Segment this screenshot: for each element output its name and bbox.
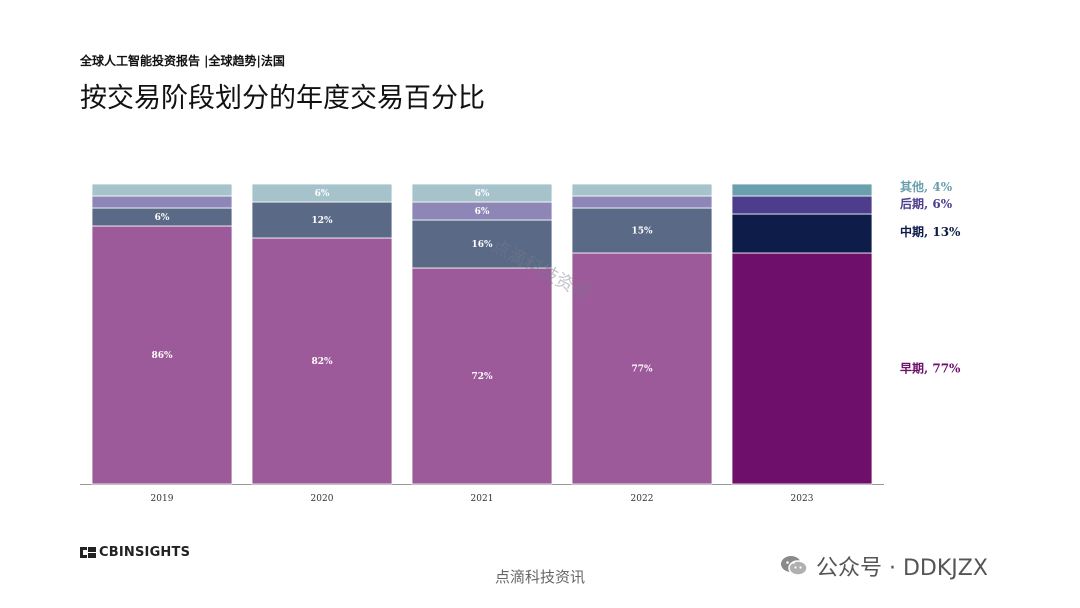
report-subtitle: 全球人工智能投资报告 |全球趋势|法国 — [80, 54, 285, 68]
data-label-2021-early: 72% — [471, 372, 493, 382]
cb-logo-icon — [80, 547, 96, 558]
bar-2020-other — [251, 183, 393, 203]
bar-2023-early — [731, 252, 873, 485]
data-label-2021-late: 6% — [475, 207, 490, 217]
wechat-account: 公众号 · DDKJZX — [780, 550, 988, 582]
bar-2019-other — [91, 183, 233, 197]
bar-2020-mid — [251, 201, 393, 239]
bar-2023-other — [731, 183, 873, 197]
data-label-2020-early: 82% — [311, 357, 333, 367]
data-label-2022-mid: 15% — [631, 227, 653, 237]
bar-2019-early — [91, 225, 233, 485]
brand-name: CBINSIGHTS — [99, 545, 191, 560]
bar-2020-early — [251, 237, 393, 485]
bar-2021-mid — [411, 219, 553, 269]
bar-2021-other — [411, 183, 553, 203]
bar-2023-late — [731, 195, 873, 215]
x-tick-2021: 2021 — [471, 494, 494, 504]
legend-late: 后期, 6% — [900, 196, 953, 211]
legend-other: 其他, 4% — [900, 179, 953, 194]
bar-2019-late — [91, 195, 233, 209]
data-label-2020-mid: 12% — [311, 216, 333, 226]
data-label-2019-early: 86% — [151, 351, 173, 361]
data-label-2021-other: 6% — [475, 189, 490, 199]
wechat-icon — [780, 554, 808, 578]
bottom-watermark: 点滴科技资讯 — [494, 568, 585, 586]
bar-2021-early — [411, 267, 553, 485]
x-tick-2022: 2022 — [631, 494, 654, 504]
data-label-2022-early: 77% — [631, 365, 653, 375]
data-label-2019-mid: 6% — [155, 213, 170, 223]
x-tick-2023: 2023 — [791, 494, 814, 504]
x-tick-2019: 2019 — [151, 494, 174, 504]
bar-2022-late — [571, 195, 713, 209]
chart-title: 按交易阶段划分的年度交易百分比 — [80, 83, 485, 114]
bar-2022-other — [571, 183, 713, 197]
legend-mid: 中期, 13% — [900, 224, 961, 239]
data-label-2020-other: 6% — [315, 189, 330, 199]
cbinsights-logo: CBINSIGHTS — [80, 545, 190, 560]
data-label-2021-mid: 16% — [471, 240, 493, 250]
x-tick-2020: 2020 — [311, 494, 334, 504]
bar-2022-early — [571, 252, 713, 485]
bar-2023-mid — [731, 213, 873, 254]
bar-2022-mid — [571, 207, 713, 254]
legend-early: 早期, 77% — [900, 361, 961, 376]
wechat-label: 公众号 · DDKJZX — [816, 556, 988, 581]
